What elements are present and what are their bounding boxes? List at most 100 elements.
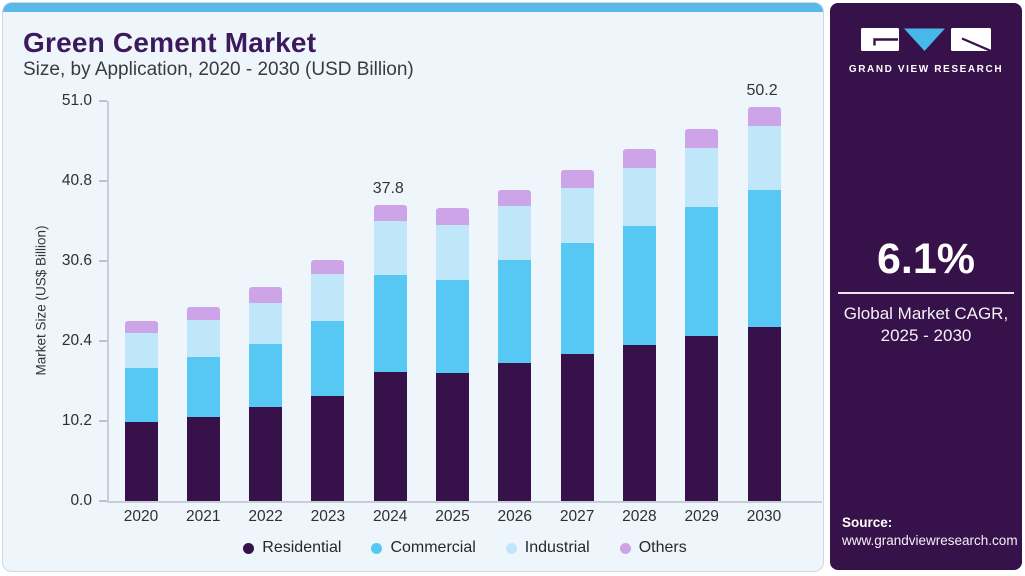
bar-segment-residential xyxy=(436,373,469,501)
bar-segment-industrial xyxy=(560,188,594,243)
bar-segment-commercial xyxy=(124,368,158,422)
bar-segment-others xyxy=(249,286,283,303)
bar-segment-residential xyxy=(186,417,220,501)
bar-segment-residential xyxy=(249,406,283,501)
legend-dot-others xyxy=(619,542,631,554)
x-tick-label: 2027 xyxy=(559,508,595,525)
legend-dot-industrial xyxy=(505,542,517,554)
bar-segment-others xyxy=(436,208,469,225)
logo-g-notch xyxy=(873,38,898,46)
cagr-label-line1: Global Market CAGR, xyxy=(843,303,1009,323)
stacked-bar-2024 xyxy=(373,204,407,501)
cagr-block: 6.1% Global Market CAGR, 2025 - 2030 xyxy=(830,235,1022,347)
x-axis-line xyxy=(107,501,822,503)
x-tick-label: 2020 xyxy=(123,508,159,525)
logo-v-triangle xyxy=(904,28,945,51)
x-tick-label: 2022 xyxy=(248,508,283,525)
y-tick-label: 0.0 xyxy=(70,492,92,509)
legend-label-commercial: Commercial xyxy=(390,539,476,556)
bar-segment-others xyxy=(124,320,158,334)
bar-segment-others xyxy=(622,148,656,168)
y-tick-label: 51.0 xyxy=(61,92,92,109)
brand-sidebar: GRAND VIEW RESEARCH 6.1% Global Market C… xyxy=(830,3,1022,570)
chart-panel: Green Cement Market Size, by Application… xyxy=(2,2,824,572)
bar-segment-others xyxy=(373,204,407,221)
y-tick-mark xyxy=(99,180,107,182)
y-tick-label: 30.6 xyxy=(61,252,92,269)
legend-item-others: Others xyxy=(619,539,687,557)
stacked-bar-2030 xyxy=(747,107,781,501)
source-label: Source: xyxy=(842,515,893,530)
bar-segment-residential xyxy=(124,421,158,501)
x-tick-label: 2023 xyxy=(310,508,346,525)
cagr-value: 6.1% xyxy=(876,235,975,283)
bar-segment-commercial xyxy=(685,206,719,337)
chart-subtitle: Size, by Application, 2020 - 2030 (USD B… xyxy=(23,59,414,80)
y-tick-mark xyxy=(99,260,107,262)
bar-value-label-2030: 50.2 xyxy=(746,82,778,100)
brand-name: GRAND VIEW RESEARCH xyxy=(848,64,1004,75)
bar-segment-residential xyxy=(685,336,719,501)
legend-dot-commercial xyxy=(371,542,383,554)
bar-segment-residential xyxy=(311,395,345,501)
y-tick-mark xyxy=(99,340,107,342)
stacked-bar-2023 xyxy=(311,260,345,501)
legend-label-industrial: Industrial xyxy=(524,539,590,556)
bar-segment-industrial xyxy=(498,206,532,261)
bar-segment-others xyxy=(186,306,220,320)
y-tick-mark xyxy=(99,420,107,422)
stacked-bar-2020 xyxy=(124,320,158,501)
stacked-bar-2028 xyxy=(622,148,656,501)
stacked-bar-2027 xyxy=(560,170,594,501)
bar-value-label-2024: 37.8 xyxy=(372,179,404,197)
bar-segment-industrial xyxy=(249,302,283,345)
bar-segment-residential xyxy=(373,372,407,501)
bar-segment-industrial xyxy=(186,319,220,357)
legend-item-residential: Residential xyxy=(243,539,341,557)
bar-segment-commercial xyxy=(373,275,407,373)
source-block: Source: www.grandviewresearch.com xyxy=(842,515,1018,548)
bar-segment-others xyxy=(311,260,345,275)
logo-r-leg xyxy=(961,37,991,52)
bar-segment-others xyxy=(560,170,594,189)
gvr-logo-glyphs xyxy=(861,28,991,52)
bar-segment-commercial xyxy=(436,279,469,374)
x-tick-label: 2029 xyxy=(684,508,719,525)
gvr-logo: GRAND VIEW RESEARCH xyxy=(830,28,1022,75)
bar-segment-residential xyxy=(622,344,656,501)
legend-dot-residential xyxy=(243,542,255,554)
bar-segment-commercial xyxy=(249,344,283,407)
x-tick-label: 2024 xyxy=(372,508,408,525)
stacked-bar-2021 xyxy=(186,306,220,501)
stacked-bar-2025 xyxy=(436,208,469,501)
bar-segment-industrial xyxy=(311,274,345,321)
x-tick-label: 2026 xyxy=(497,508,533,525)
bar-segment-commercial xyxy=(311,320,345,396)
x-tick-label: 2030 xyxy=(746,508,782,525)
x-tick-label: 2021 xyxy=(186,508,221,525)
bar-segment-industrial xyxy=(747,126,781,190)
x-tick-label: 2025 xyxy=(435,508,470,525)
legend-item-commercial: Commercial xyxy=(371,539,476,557)
y-tick-mark xyxy=(99,100,107,102)
y-tick-label: 40.8 xyxy=(61,172,92,189)
bar-segment-industrial xyxy=(436,224,469,280)
bar-segment-residential xyxy=(498,362,532,501)
bar-segment-commercial xyxy=(560,242,594,354)
y-axis-line xyxy=(107,101,109,501)
bar-segment-commercial xyxy=(622,225,656,345)
cagr-label-line2: 2025 - 2030 xyxy=(880,325,972,345)
y-tick-label: 20.4 xyxy=(61,332,92,349)
bar-segment-others xyxy=(498,189,532,207)
y-tick-mark xyxy=(99,500,107,502)
bar-segment-industrial xyxy=(685,148,719,207)
bar-segment-others xyxy=(685,129,719,149)
bar-segment-residential xyxy=(560,353,594,501)
legend-item-industrial: Industrial xyxy=(505,539,590,557)
bar-segment-commercial xyxy=(747,189,781,327)
bar-segment-commercial xyxy=(186,356,220,418)
logo-r-block xyxy=(951,28,991,51)
y-tick-label: 10.2 xyxy=(61,412,92,429)
stacked-bar-2022 xyxy=(249,286,283,501)
